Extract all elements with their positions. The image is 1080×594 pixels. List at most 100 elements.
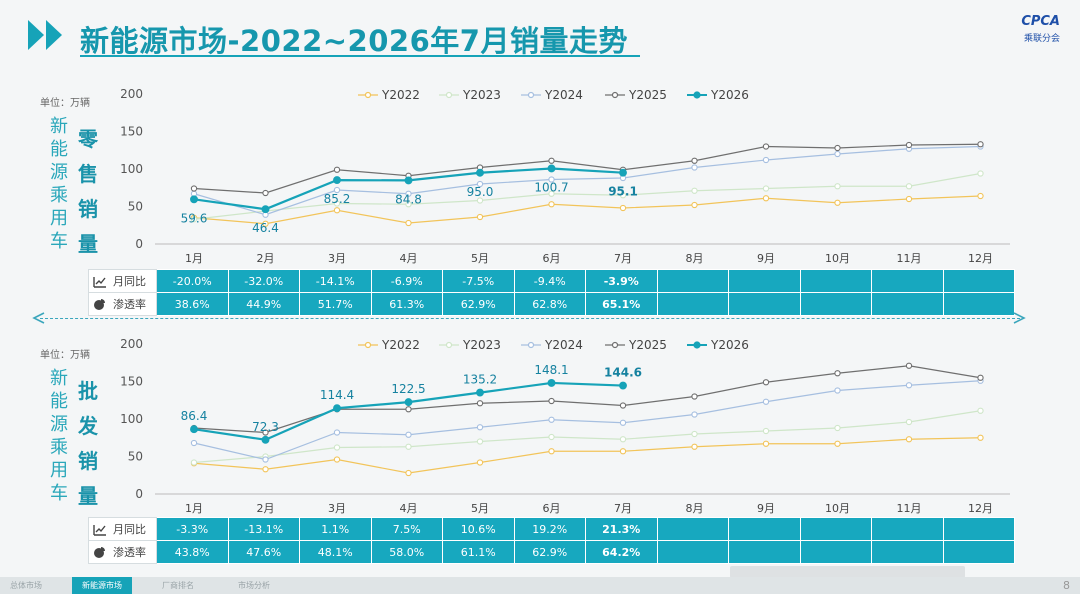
retail-point-y2026: [619, 168, 627, 177]
wholesale-point-y2022: [405, 469, 412, 477]
wholesale-point-y2024: [834, 387, 841, 394]
retail-penetration-cell: 61.3%: [370, 292, 443, 316]
retail-point-y2022: [977, 192, 984, 200]
wholesale-point-y2025: [834, 370, 841, 377]
wholesale-point-y2022: [476, 459, 484, 466]
retail-x-tick: 8月: [686, 252, 704, 265]
retail-x-tick: 4月: [400, 252, 418, 265]
wholesale-point-y2022: [619, 448, 627, 455]
retail-line-y2025: [193, 143, 981, 194]
wholesale-y-tick: 100: [120, 412, 143, 426]
wholesale-yoy-cell: 21.3%: [585, 517, 658, 541]
retail-yoy-cell: [656, 269, 729, 293]
wholesale-penetration-cell: [942, 540, 1015, 564]
wholesale-point-y2022: [977, 434, 984, 441]
retail-yoy-cell: -3.9%: [585, 269, 658, 293]
penetration-label: 渗透率: [113, 298, 146, 311]
page-number: 8: [1063, 579, 1070, 592]
wholesale-point-y2026: [476, 388, 484, 397]
footer-tab[interactable]: 厂商排名: [162, 581, 194, 590]
retail-y-tick: 0: [135, 237, 143, 251]
footer-tab[interactable]: 总体市场: [10, 581, 42, 590]
retail-point-y2024: [691, 164, 698, 171]
wholesale-point-y2024: [548, 416, 555, 423]
wholesale-sales-chart: 0 50 100 150 200 1月 2月 3月 4月 5月 6月 7月 8月 9月 10月 11月 12月 Y…: [120, 337, 1010, 515]
wholesale-legend-marker: [445, 341, 453, 349]
retail-point-y2023: [691, 187, 698, 194]
wholesale-point-y2022: [548, 448, 555, 455]
wholesale-point-y2024: [905, 382, 913, 389]
retail-legend-label: Y2026: [710, 88, 749, 102]
trend-chart-icon: [93, 277, 106, 288]
retail-y-tick: 150: [120, 125, 143, 139]
wholesale-point-y2022: [762, 440, 770, 447]
wholesale-point-y2025: [691, 393, 698, 400]
retail-penetration-cell: 65.1%: [585, 292, 658, 316]
retail-yoy-cell: -6.9%: [370, 269, 443, 293]
wholesale-main-label: 批发销量: [76, 374, 100, 514]
wholesale-x-tick: 1月: [185, 502, 203, 515]
retail-x-tick: 5月: [471, 252, 489, 265]
retail-yoy-cell: [728, 269, 801, 293]
retail-data-label: 84.8: [395, 192, 422, 206]
retail-stats-table: 月同比 -20.0% -32.0% -14.1% -6.9% -7.5% -9.4% -3.…: [88, 269, 1015, 316]
wholesale-x-tick: 11月: [897, 502, 922, 515]
wholesale-x-tick: 6月: [543, 502, 561, 515]
retail-x-tick: 2月: [257, 252, 275, 265]
yoy-label-cell: 月同比: [88, 269, 157, 293]
retail-point-y2023: [762, 185, 770, 192]
wholesale-line-y2024: [193, 380, 981, 461]
wholesale-side-label: 新能源乘用车: [48, 367, 70, 505]
wholesale-point-y2024: [262, 456, 269, 463]
retail-yoy-cell: -7.5%: [442, 269, 515, 293]
retail-x-tick: 7月: [614, 252, 632, 265]
retail-point-y2024: [834, 150, 841, 158]
footer-tab[interactable]: 市场分析: [238, 581, 270, 590]
wholesale-legend-marker: [364, 341, 372, 349]
wholesale-x-tick: 8月: [686, 502, 704, 515]
wholesale-penetration-cell: 47.6%: [227, 540, 300, 564]
retail-point-y2025: [691, 157, 698, 164]
section-divider: [40, 318, 1020, 319]
wholesale-data-label: 122.5: [391, 382, 425, 396]
wholesale-penetration-cell: 64.2%: [585, 540, 658, 564]
wholesale-yoy-cell: -13.1%: [227, 517, 300, 541]
retail-x-tick: 6月: [543, 252, 561, 265]
retail-point-y2024: [405, 190, 412, 197]
footer-tab[interactable]: 新能源市场: [72, 577, 132, 594]
retail-point-y2022: [333, 207, 341, 214]
retail-point-y2026: [547, 164, 556, 173]
retail-y-tick: 100: [120, 162, 143, 176]
penetration-label-cell: 渗透率: [88, 540, 157, 564]
retail-data-label: 100.7: [534, 180, 568, 194]
retail-point-y2024: [476, 180, 484, 188]
wholesale-line-y2022: [193, 437, 981, 474]
retail-point-y2026: [404, 176, 413, 185]
retail-point-y2026: [261, 205, 270, 214]
wholesale-point-y2025: [905, 362, 913, 369]
wholesale-x-tick: 4月: [400, 502, 418, 515]
retail-legend-label: Y2024: [544, 88, 583, 102]
wholesale-point-y2026: [619, 381, 627, 390]
wholesale-main-text: 批发销量: [78, 379, 98, 508]
retail-point-y2025: [905, 141, 913, 149]
wholesale-point-y2022: [905, 436, 913, 443]
retail-sales-chart: 0 50 100 150 200 1月 2月 3月 4月 5月 6月 7月 8月 9月 10月 11月 12月 Y…: [120, 87, 1010, 265]
retail-x-tick: 11月: [897, 252, 922, 265]
retail-point-y2023: [190, 216, 198, 223]
wholesale-y-tick: 0: [135, 487, 143, 501]
wholesale-yoy-cell: [871, 517, 944, 541]
retail-point-y2025: [977, 141, 984, 148]
retail-point-y2023: [905, 183, 913, 190]
retail-point-y2022: [262, 220, 269, 227]
yoy-label-cell: 月同比: [88, 517, 157, 541]
retail-x-tick: 3月: [328, 252, 346, 265]
penetration-label-cell: 渗透率: [88, 292, 157, 316]
retail-penetration-cell: 38.6%: [156, 292, 229, 316]
retail-main-text: 零售销量: [78, 127, 98, 256]
retail-point-y2023: [548, 190, 555, 197]
wholesale-yoy-cell: 10.6%: [442, 517, 515, 541]
wholesale-penetration-cell: 61.1%: [442, 540, 515, 564]
retail-side-text: 新能源乘用车: [50, 116, 68, 252]
retail-point-y2022: [834, 199, 841, 206]
